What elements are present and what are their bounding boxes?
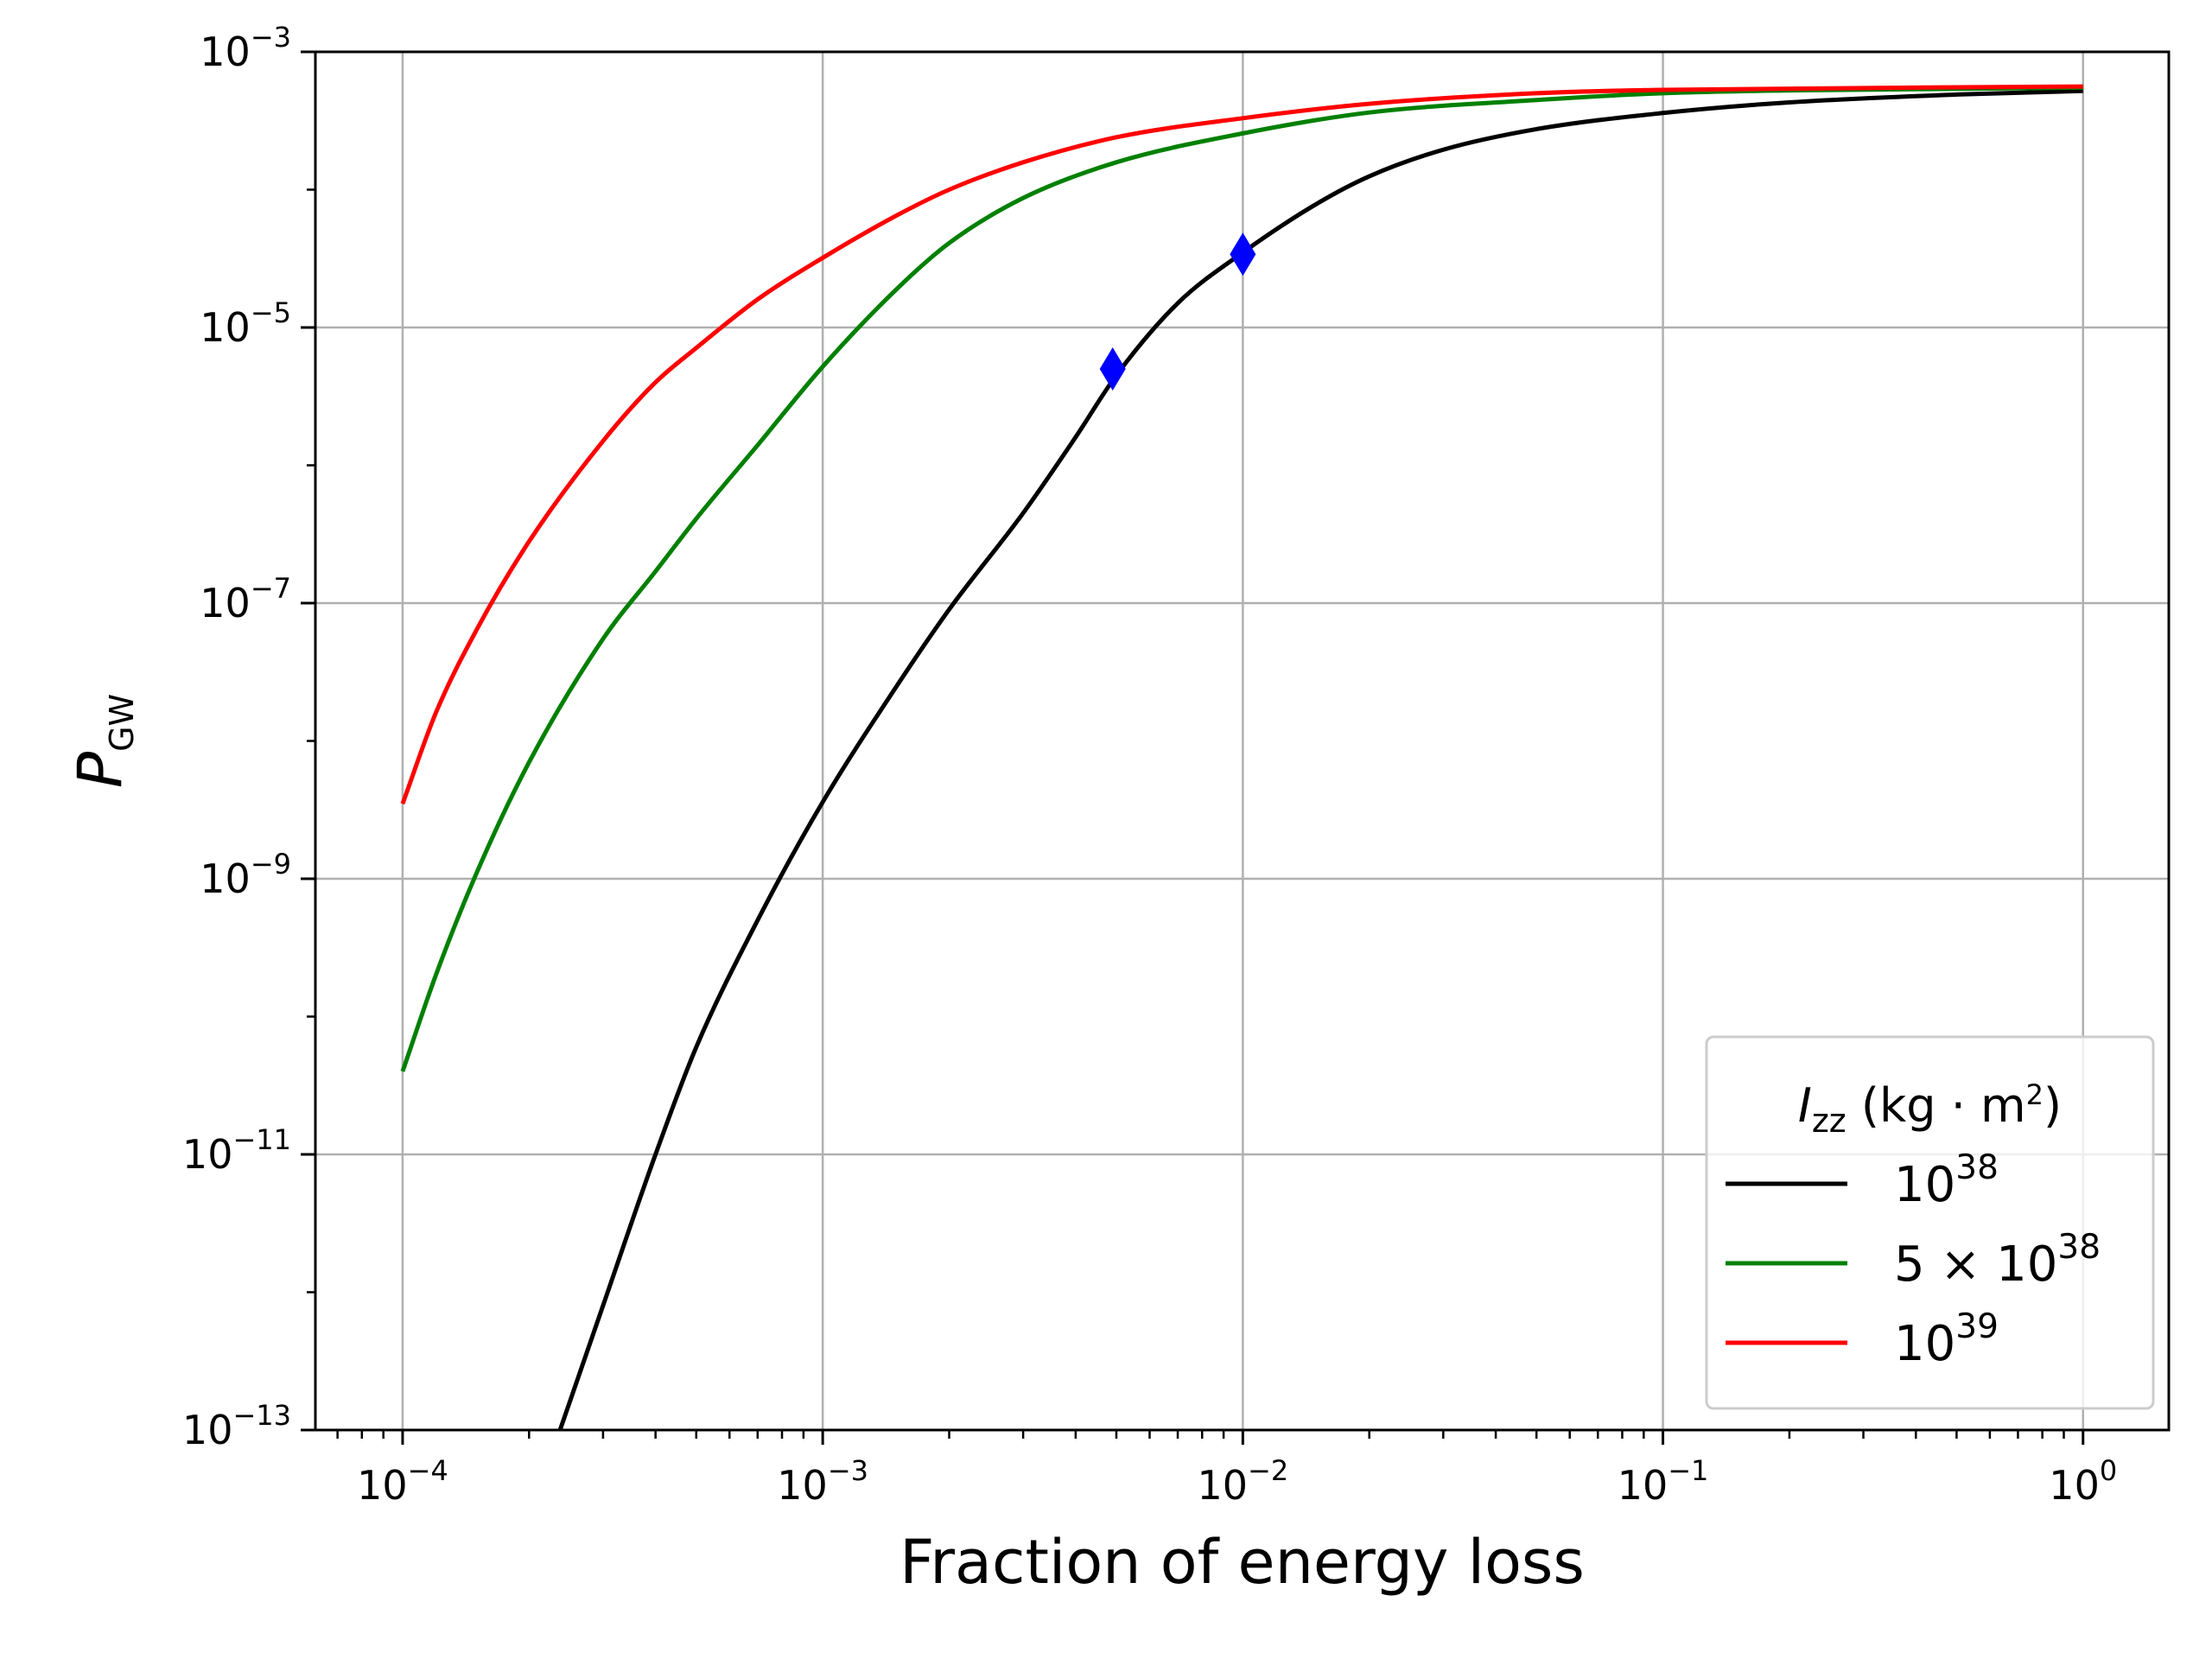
y-tick-label-exponent: −13 [232,1399,291,1432]
y-axis-title-subscript: GW [103,694,141,752]
y-tick-label-exponent: −9 [251,848,291,880]
y-tick-label: 10−13 [182,1399,291,1453]
y-axis-title-base: P [65,751,136,788]
x-axis-title: Fraction of energy loss [899,1527,1585,1598]
x-tick-label-base: 10 [1618,1462,1669,1509]
x-tick-label-exponent: 0 [2100,1454,2117,1487]
legend-label-0: 1038 [1894,1148,1999,1213]
y-axis-title: PGW [65,694,141,788]
series-layer [400,84,2083,1431]
x-tick-label-exponent: −4 [408,1454,448,1487]
y-tick-label-base: 10 [200,580,251,626]
legend-label-base: 5 × 10 [1894,1236,2057,1293]
y-tick-label-base: 10 [182,1131,233,1178]
legend-title: Izz (kg · m2) [1798,1078,2062,1140]
y-tick-label-base: 10 [200,29,251,75]
legend-box [1705,1035,2155,1410]
legend-label-exponent: 38 [1955,1148,1999,1187]
x-tick-label: 100 [2049,1454,2117,1509]
y-tick-label: 10−5 [200,296,291,351]
legend-title-text: (kg · m [1847,1078,2026,1133]
y-tick-label-exponent: −3 [251,21,291,54]
series-line-1 [400,85,2083,1072]
x-tick-label-exponent: −2 [1248,1454,1288,1487]
marker-diamond-0 [1099,347,1126,391]
legend-title-close: ) [2044,1078,2062,1133]
x-tick-label-exponent: −1 [1668,1454,1708,1487]
y-tick-label-base: 10 [200,304,251,351]
x-tick-label-base: 10 [777,1462,828,1509]
legend-title-sup: 2 [2026,1078,2044,1111]
x-tick-label: 10−3 [777,1454,868,1509]
legend-label-exponent: 39 [1955,1307,1999,1346]
legend-title-italic: I [1798,1078,1812,1133]
x-tick-label-base: 10 [2049,1462,2100,1509]
x-tick-label-exponent: −3 [828,1454,868,1487]
y-tick-label-exponent: −7 [251,572,291,605]
series-line-0 [557,88,2083,1431]
y-tick-label-base: 10 [200,855,251,902]
y-tick-label: 10−3 [200,21,291,75]
series-line-2 [400,84,2083,805]
x-tick-label: 10−1 [1618,1454,1709,1509]
marker-layer [1099,232,1256,391]
y-tick-label: 10−9 [200,848,291,902]
legend-label-exponent: 38 [2057,1228,2101,1267]
y-tick-label-exponent: −5 [251,296,291,329]
x-tick-label: 10−2 [1197,1454,1288,1509]
x-tick-label-base: 10 [1197,1462,1248,1509]
x-tick-label-base: 10 [357,1462,408,1509]
x-axis-ticks: 10−4 10−3 10−2 10−1 100 [357,1430,2117,1509]
legend-label-base: 10 [1894,1157,1955,1213]
y-tick-label: 10−11 [182,1123,291,1178]
marker-diamond-1 [1230,232,1256,276]
legend-title-subscript: zz [1812,1102,1847,1140]
y-tick-label: 10−7 [200,572,291,626]
legend-label-base: 10 [1894,1316,1955,1372]
legend-label-2: 1039 [1894,1307,1999,1372]
y-tick-label-base: 10 [182,1407,233,1453]
legend-label-1: 5 × 1038 [1894,1228,2101,1293]
x-tick-label: 10−4 [357,1454,448,1509]
y-tick-label-exponent: −11 [232,1123,291,1156]
